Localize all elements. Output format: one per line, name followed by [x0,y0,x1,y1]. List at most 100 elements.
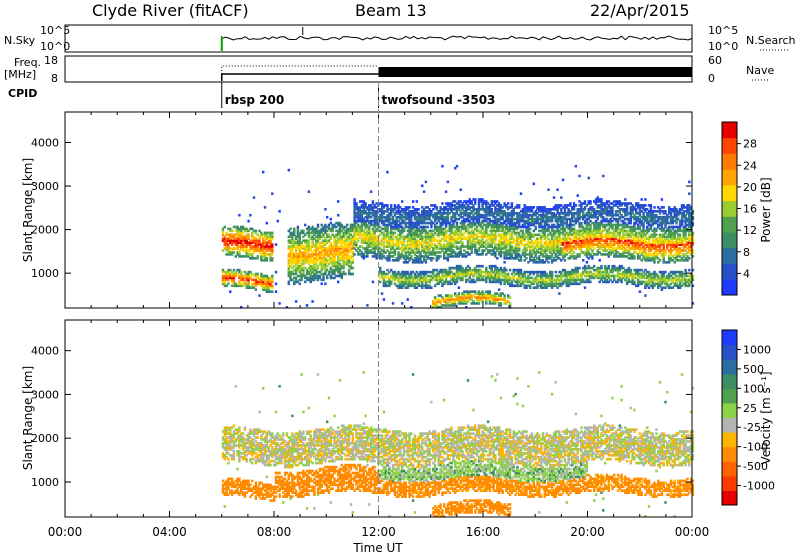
heat-cell [335,251,338,254]
heat-cell [238,251,241,254]
heat-cell [227,243,230,246]
heat-cell [474,302,477,305]
heat-cell [501,278,504,282]
heat-cell [441,298,444,301]
heat-cell [380,249,384,252]
heat-cell [455,202,459,205]
heat-cell [320,223,323,227]
heat-cell [523,251,526,254]
heat-cell [379,257,382,260]
heat-cell [523,247,526,250]
heat-cell [450,202,453,205]
heat-cell [401,229,404,233]
heat-cell [452,221,455,225]
heat-cell [236,235,239,239]
heat-cell [298,243,301,246]
heat-cell [444,296,448,299]
heat-cell [426,241,429,244]
heat-cell [433,276,437,280]
heat-cell [441,304,444,307]
heat-cell [538,213,541,217]
heat-cell [316,253,320,256]
heat-cell [360,227,364,231]
heat-cell [304,255,307,258]
heat-cell [413,213,417,217]
heat-cell [492,233,495,237]
heat-cell [534,280,537,284]
heat-cell [419,241,422,244]
heat-cell [373,223,376,227]
heat-cell [221,268,225,272]
heat-cell [380,274,384,278]
heat-cell [543,225,546,229]
heat-cell [437,255,440,258]
heat-cell [320,251,323,254]
heat-cell [499,243,503,246]
heat-cell [302,259,305,262]
heat-cell [388,251,391,254]
heat-cell [393,212,397,215]
heat-cell [402,241,406,244]
heat-cell [461,278,464,282]
heat-cell [265,221,268,225]
heat-cell [461,202,464,205]
heat-cell [351,229,354,233]
heat-cell [529,223,532,227]
heat-cell [477,300,481,303]
heat-cell [240,282,243,286]
heat-cell [444,302,448,305]
heat-cell [304,261,307,264]
heat-cell [470,298,473,301]
heat-cell [225,237,228,240]
heat-cell [349,237,353,240]
heat-cell [457,270,461,274]
heat-cell [540,221,543,225]
heat-cell [457,274,461,278]
heat-cell [437,229,440,233]
heat-cell [521,251,525,254]
heat-cell [490,208,493,211]
heat-cell [454,272,457,276]
heat-cell [223,247,226,250]
heat-cell [289,270,292,274]
heat-cell [262,245,265,248]
heat-cell [390,239,393,242]
heat-cell [507,272,510,276]
heat-cell [459,278,462,282]
heat-cell [404,274,407,278]
heat-cell [410,221,413,225]
heat-cell [457,264,461,268]
heat-cell [461,241,464,244]
heat-cell [505,243,508,246]
heat-cell [426,286,429,289]
heat-cell [450,237,453,240]
heat-cell [322,278,325,282]
heat-cell [221,278,225,282]
heat-cell [337,261,340,264]
heat-cell [326,239,329,242]
heat-cell [271,235,274,239]
heat-cell [249,245,252,248]
heat-cell [304,247,307,250]
heat-cell [454,204,457,207]
heat-cell [390,223,393,227]
heat-cell [435,221,439,225]
heat-cell [225,243,228,246]
heat-cell [545,219,548,223]
heat-cell [260,282,263,286]
heat-cell [413,257,417,260]
heat-cell [488,229,492,233]
heat-cell [452,235,455,239]
heat-cell [382,270,386,274]
heat-cell [459,251,462,254]
heat-cell [494,235,497,239]
heat-cell [229,235,232,239]
heat-cell [450,249,453,252]
heat-cell [430,213,433,217]
heat-cell [327,227,331,231]
heat-cell [505,257,508,260]
heat-cell [368,231,371,235]
heat-cell [269,257,272,260]
heat-cell [441,208,444,211]
heat-cell [485,296,488,299]
